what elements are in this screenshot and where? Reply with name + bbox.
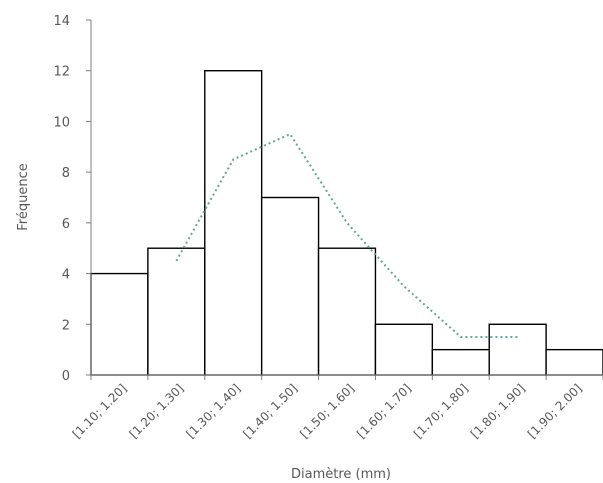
y-tick-label: 12 bbox=[53, 65, 70, 80]
y-tick-label: 2 bbox=[62, 318, 70, 333]
histogram-bar bbox=[147, 247, 206, 376]
y-tick-label: 4 bbox=[62, 268, 70, 283]
histogram-bars bbox=[90, 70, 603, 376]
x-tick-label: [1.80; 1.90] bbox=[468, 381, 528, 441]
histogram-bar bbox=[374, 323, 434, 376]
x-tick-label: [1.20; 1.30] bbox=[127, 381, 187, 441]
x-tick-label: [1.90; 2.00] bbox=[525, 381, 585, 441]
y-axis-ticks: 0 2 4 6 8 10 12 14 bbox=[53, 14, 91, 384]
histogram-bar bbox=[317, 247, 377, 376]
x-axis-title: Diamètre (mm) bbox=[291, 467, 391, 482]
histogram-bar bbox=[431, 348, 490, 376]
x-tick-label: [1.50; 1.60] bbox=[297, 381, 357, 441]
histogram-bar bbox=[204, 70, 263, 376]
y-tick-label: 10 bbox=[53, 115, 70, 130]
trend-line bbox=[175, 132, 518, 338]
histogram-bar bbox=[488, 323, 547, 376]
y-tick-label: 14 bbox=[53, 14, 70, 29]
histogram-bar bbox=[545, 348, 603, 376]
trend-line-group bbox=[175, 132, 518, 338]
x-tick-label: [1.30; 1.40] bbox=[183, 381, 243, 441]
x-tick-label: [1.40; 1.50] bbox=[240, 381, 300, 441]
x-tick-label: [1.10; 1.20] bbox=[70, 381, 130, 441]
y-tick-label: 6 bbox=[62, 217, 70, 232]
x-tick-label: [1.60; 1.70] bbox=[354, 381, 414, 441]
histogram-bar bbox=[260, 196, 320, 376]
x-tick-label: [1.70; 1.80] bbox=[411, 381, 471, 441]
y-axis-title: Fréquence bbox=[16, 163, 31, 230]
y-tick-label: 0 bbox=[62, 369, 70, 384]
y-tick-label: 8 bbox=[62, 166, 70, 181]
histogram-bar bbox=[90, 272, 149, 376]
x-axis-ticks: [1.10; 1.20][1.20; 1.30][1.30; 1.40][1.4… bbox=[70, 375, 603, 441]
